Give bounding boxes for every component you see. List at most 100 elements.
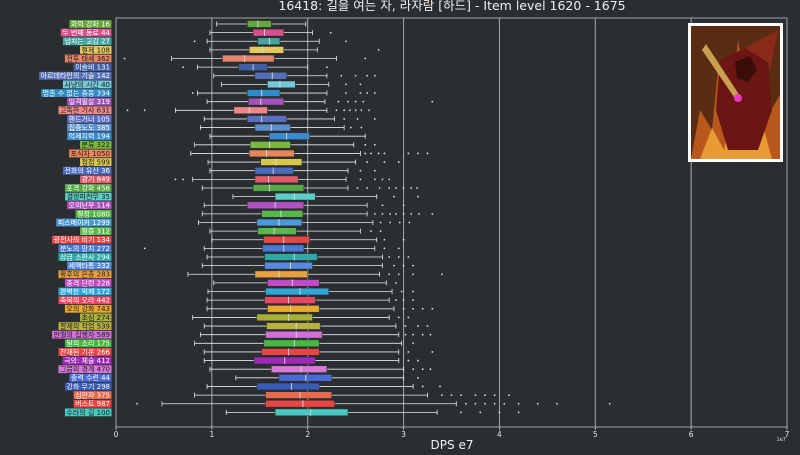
category-label-bg-16 (80, 158, 112, 166)
box-21 (203, 201, 405, 209)
category-label-17: 전화의 유산 36 (64, 166, 110, 175)
outlier-43-1 (450, 394, 453, 396)
outlier-18-1 (182, 178, 185, 181)
category-label-20: 결방파천무 35 (67, 192, 110, 201)
outlier-23-3 (408, 221, 411, 224)
outlier-11-0 (343, 118, 346, 120)
outlier-30-0 (395, 282, 397, 284)
category-label-19: 포격 강화 456 (66, 183, 110, 192)
category-label-bg-10 (58, 106, 112, 115)
iqr-box-22 (261, 210, 304, 218)
outlier-28-0 (393, 264, 395, 267)
category-label-bg-18 (80, 175, 112, 184)
outlier-25-1 (402, 238, 405, 241)
box-3 (209, 46, 380, 54)
category-label-bg-35 (58, 322, 112, 330)
iqr-box-32 (264, 296, 316, 304)
outlier-44-6 (517, 402, 520, 405)
box-15 (190, 149, 429, 158)
category-label-27: 상급 소환사 294 (60, 252, 111, 261)
outlier-23-0 (379, 221, 382, 224)
outlier-15-5 (417, 152, 419, 155)
box-30 (213, 279, 397, 287)
outlier-31-0 (400, 290, 403, 293)
iqr-box-33 (267, 305, 320, 313)
outlier-44-8 (556, 402, 558, 405)
box-19 (201, 184, 418, 192)
iqr-box-6 (254, 72, 287, 80)
category-label-3: 절제 108 (82, 46, 110, 54)
category-label-bg-9 (67, 97, 112, 106)
category-label-33: 오의 강화 743 (66, 304, 110, 313)
outlier-29-3 (441, 273, 443, 276)
box-42 (206, 382, 441, 391)
box-26 (143, 244, 400, 253)
iqr-box-15 (248, 149, 295, 158)
box-22 (201, 210, 434, 218)
category-label-bg-41 (69, 373, 112, 382)
x-tick-label-2: 2 (305, 430, 310, 439)
iqr-box-19 (252, 184, 305, 192)
category-label-30: 충격 단련 228 (66, 278, 110, 287)
outlier-15-4 (407, 152, 410, 155)
outlier-24-1 (379, 230, 382, 233)
outlier-33-2 (421, 307, 424, 310)
outlier-18-4 (381, 178, 384, 181)
box-43 (194, 391, 510, 399)
outlier-15-1 (370, 152, 372, 155)
outlier-33-1 (412, 307, 415, 310)
iqr-box-16 (260, 158, 303, 166)
box-25 (211, 236, 405, 244)
outlier-39-1 (417, 359, 419, 362)
box-37 (194, 339, 415, 347)
category-label-26: 분노의 망치 272 (60, 244, 110, 253)
outlier-22-4 (402, 212, 405, 215)
outlier-1-0 (329, 31, 332, 34)
iqr-box-14 (249, 141, 291, 149)
outlier-35-1 (417, 325, 419, 327)
x-ticks: 0 1 2 3 4 5 6 7 (114, 427, 790, 439)
outlier-27-1 (397, 256, 400, 258)
iqr-box-25 (263, 236, 310, 244)
x-tick-label-4: 4 (497, 430, 502, 439)
outlier-33-3 (431, 307, 434, 310)
portrait-armor (716, 48, 772, 150)
iqr-box-26 (262, 244, 305, 253)
box-24 (209, 227, 382, 235)
category-label-bg-42 (64, 382, 112, 391)
x-tick-label-3: 3 (401, 430, 406, 439)
category-label-bg-19 (64, 184, 112, 192)
category-label-40: 그믐의 경계 470 (60, 365, 110, 374)
box-44 (136, 400, 611, 408)
outlier-15-0 (364, 152, 367, 155)
box-29 (187, 270, 443, 278)
outlier-3-0 (377, 48, 380, 51)
outlier-44-7 (536, 402, 539, 405)
outlier-24-0 (370, 230, 372, 233)
outlier-44-5 (503, 402, 506, 405)
iqr-box-45 (274, 408, 349, 417)
x-tick-label-6: 6 (689, 430, 694, 439)
portrait-blade (702, 44, 740, 100)
category-label-23: 피스메이커 1299 (58, 218, 110, 227)
box-17 (209, 167, 376, 175)
box-40 (209, 365, 432, 373)
outlier-18-3 (373, 178, 376, 181)
outlier-37-0 (412, 342, 415, 345)
outlier-10-3 (343, 109, 346, 112)
outlier-16-0 (366, 161, 369, 163)
outlier-9-4 (431, 100, 434, 103)
iqr-box-31 (265, 287, 330, 296)
outlier-45-3 (517, 411, 520, 414)
outlier-7-0 (345, 83, 347, 86)
category-label-bg-3 (80, 45, 112, 54)
category-label-11: 핸드거너 105 (69, 114, 110, 123)
outlier-43-3 (474, 394, 477, 396)
outlier-10-7 (368, 109, 370, 112)
outlier-22-1 (381, 212, 384, 215)
category-label-bg-21 (67, 201, 112, 210)
category-label-bg-31 (58, 287, 112, 296)
iqr-box-27 (264, 253, 318, 261)
outlier-20-1 (417, 195, 419, 198)
outlier-22-3 (395, 212, 397, 215)
